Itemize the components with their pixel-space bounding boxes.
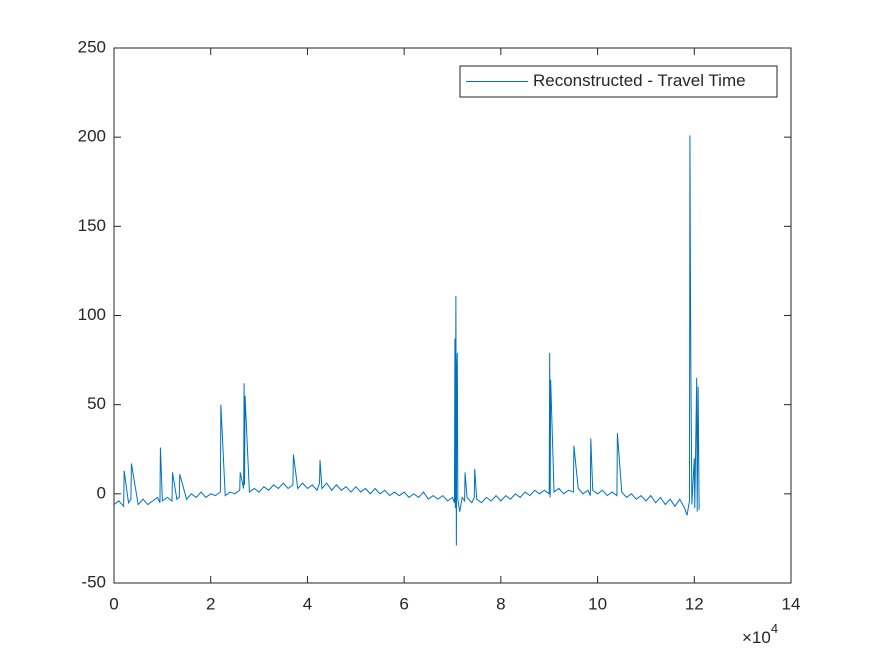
x-tick-label: 0 <box>109 594 118 613</box>
x-tick-label: 14 <box>782 594 801 613</box>
y-tick-label: 150 <box>78 216 106 235</box>
y-tick-label: 0 <box>97 483 106 502</box>
data-line <box>114 135 700 546</box>
y-tick-label: 200 <box>78 127 106 146</box>
x-tick-label: 4 <box>303 594 312 613</box>
x-tick-label: 10 <box>588 594 607 613</box>
y-tick-label: -50 <box>81 572 106 591</box>
y-tick-label: 100 <box>78 305 106 324</box>
x-multiplier-exponent: 4 <box>771 621 778 636</box>
y-tick-label: 250 <box>78 37 106 56</box>
x-tick-label: 12 <box>685 594 704 613</box>
x-multiplier-base: ×10 <box>742 628 771 647</box>
legend-label: Reconstructed - Travel Time <box>533 71 746 90</box>
x-tick-label: 2 <box>206 594 215 613</box>
x-multiplier: ×104 <box>742 621 778 647</box>
x-tick-label: 6 <box>399 594 408 613</box>
legend: Reconstructed - Travel Time <box>459 65 778 98</box>
y-tick-label: 50 <box>87 394 106 413</box>
x-tick-label: 8 <box>496 594 505 613</box>
